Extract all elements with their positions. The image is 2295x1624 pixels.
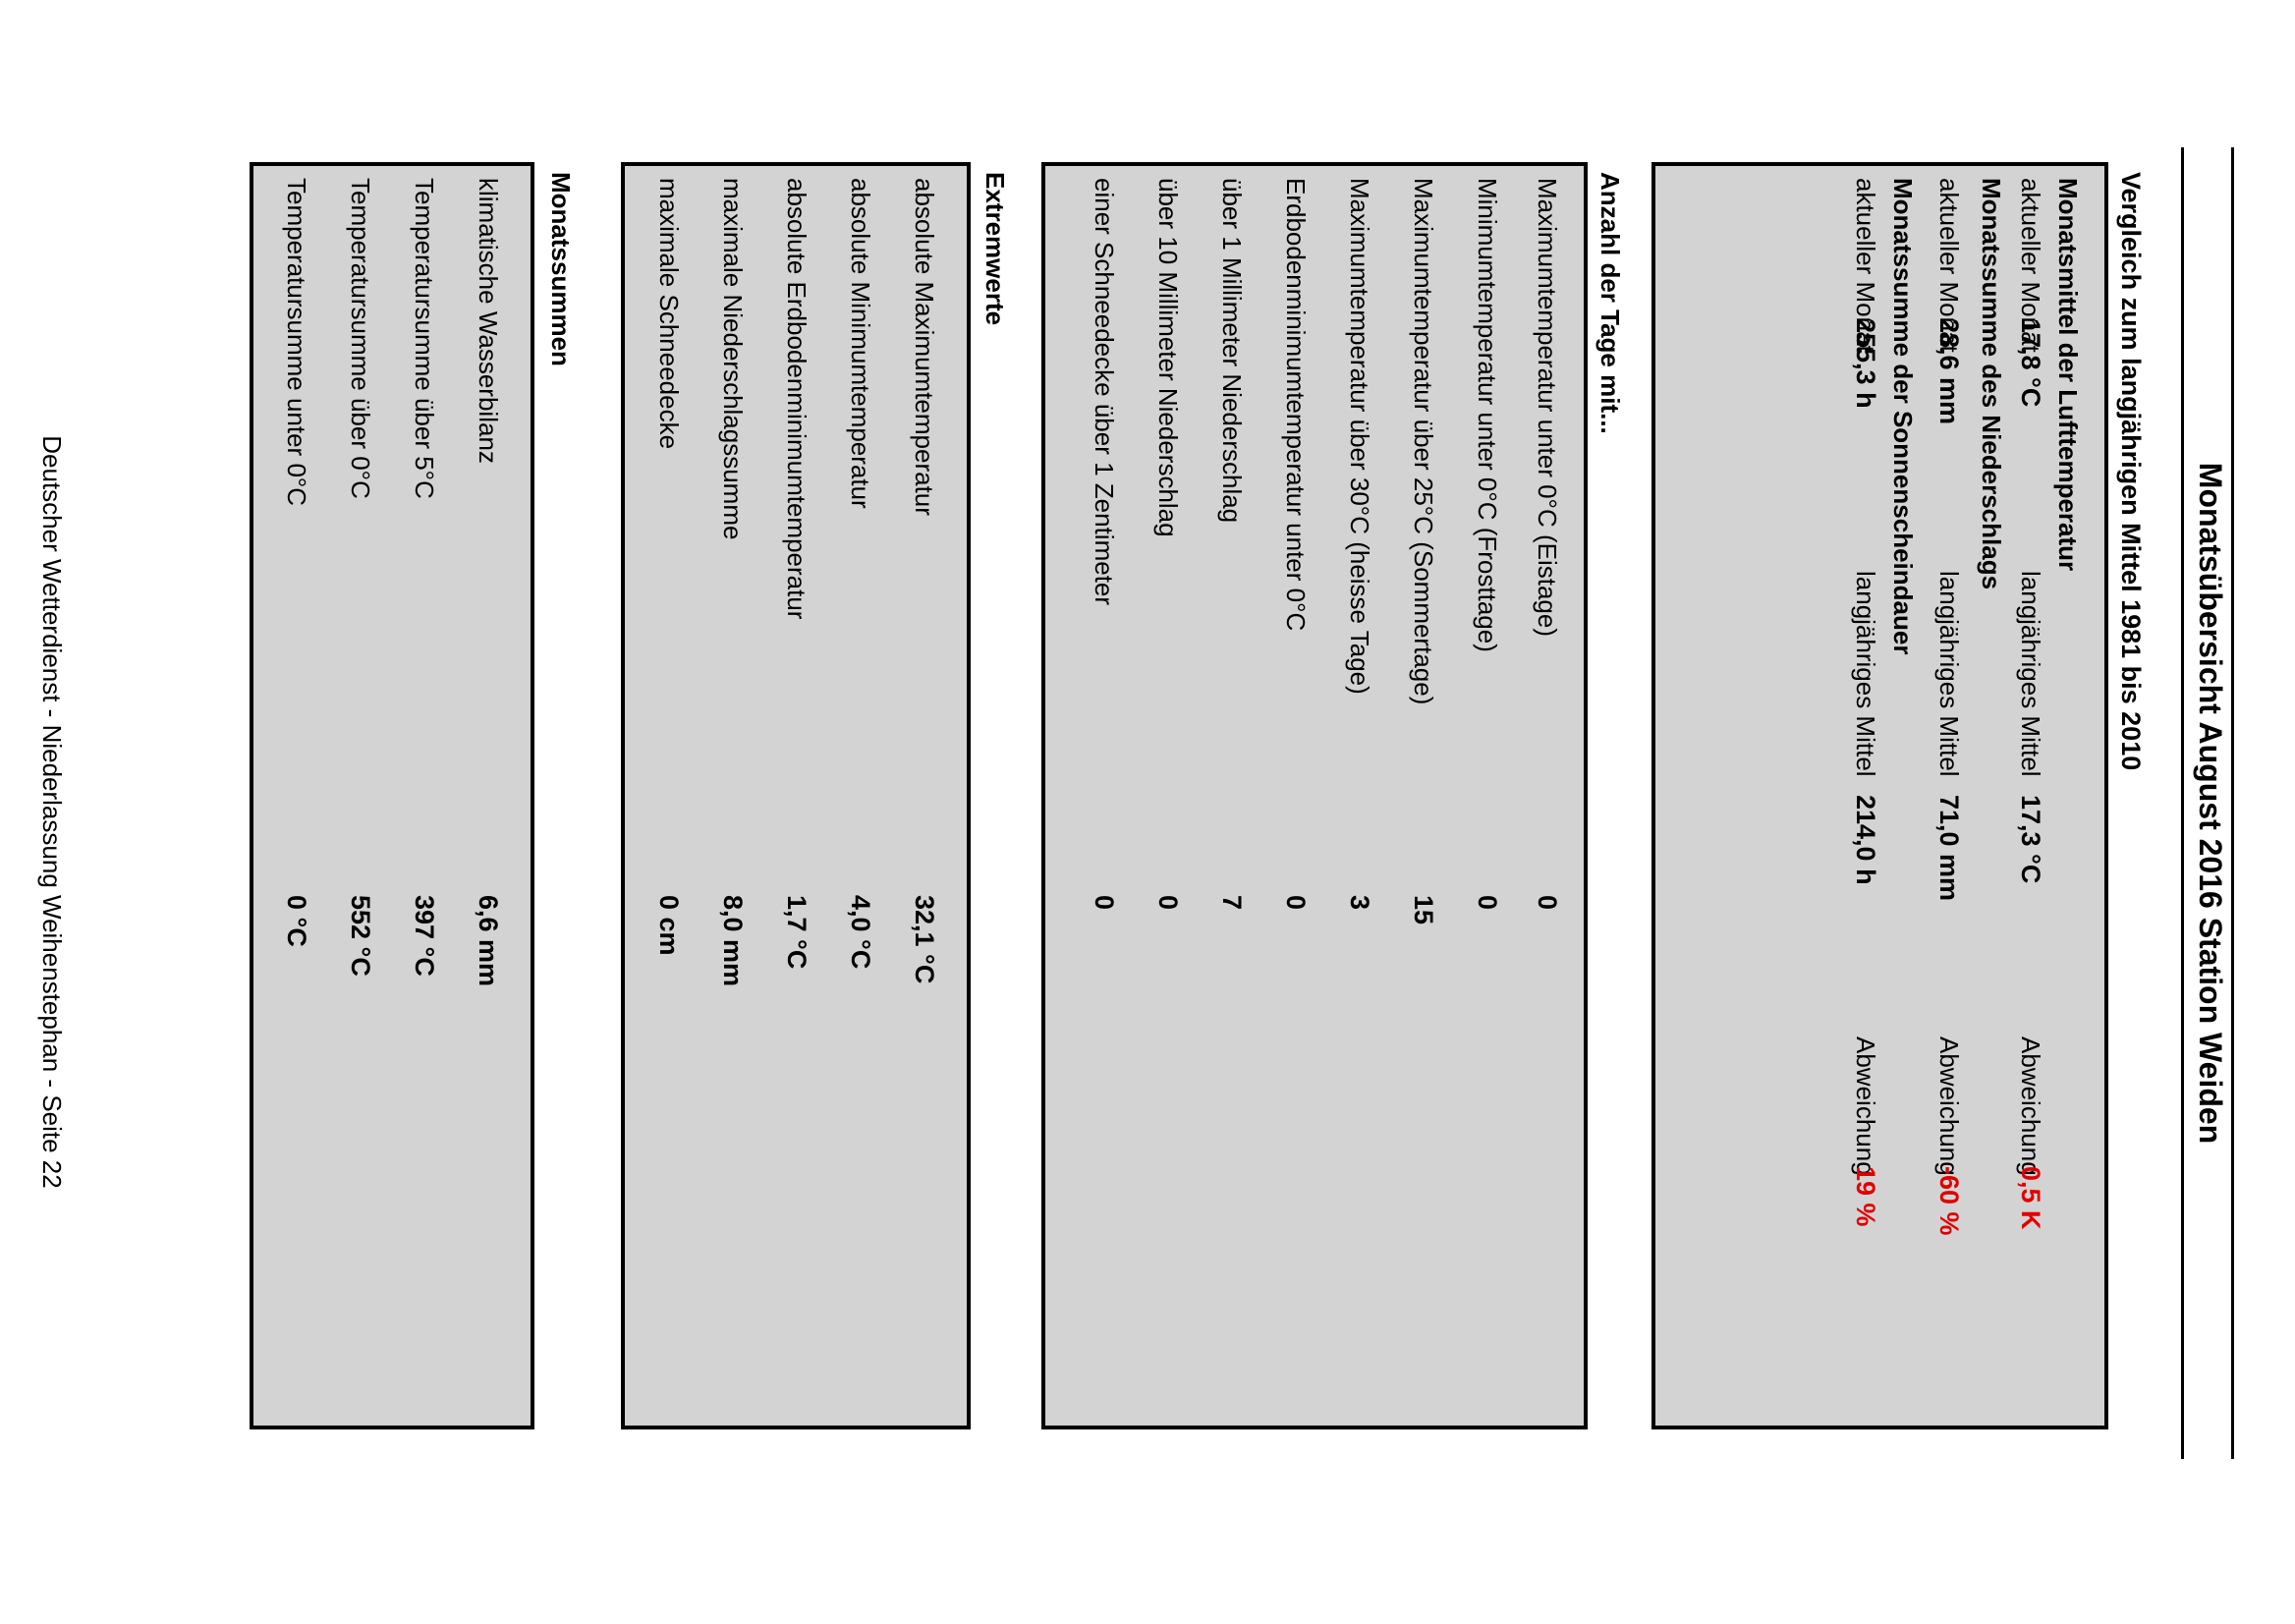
days-heading: Anzahl der Tage mit... <box>1595 172 1625 434</box>
days-row-precip-1mm-label: über 1 Millimeter Niederschlag <box>1217 178 1247 524</box>
precip-mean-value: 71,0 mm <box>1934 795 1964 902</box>
days-row-hot-value: 3 <box>1345 895 1374 911</box>
air-temp-mean-label: langjähriges Mittel <box>2016 571 2045 777</box>
extremes-row-ground-min-label: absolute Erdbodenminimumtemperatur <box>782 178 812 620</box>
precip-current-value: 28,6 mm <box>1934 318 1964 425</box>
days-row-ice-value: 0 <box>1533 895 1562 911</box>
air-temp-current-value: 17,8 °C <box>2016 318 2045 408</box>
sums-row-water-balance-label: klimatische Wasserbilanz <box>474 178 503 464</box>
page-footer: Deutscher Wetterdienst - Niederlassung W… <box>37 435 67 1189</box>
days-row-summer-value: 15 <box>1409 895 1438 925</box>
page-title: Monatsübersicht August 2016 Station Weid… <box>2193 462 2228 1145</box>
sunshine-dev-value: 19 % <box>1851 1166 1880 1227</box>
air-temp-dev-label: Abweichung <box>2016 1036 2045 1176</box>
days-row-frost-label: Minimumtemperatur unter 0°C (Frosttage) <box>1473 178 1502 652</box>
sums-heading: Monatssummen <box>546 172 576 366</box>
sums-box: klimatische Wasserbilanz 6,6 mm Temperat… <box>250 162 534 1429</box>
sunshine-mean-value: 214,0 h <box>1851 795 1880 885</box>
comparison-box: Monatsmittel der Lufttemperatur aktuelle… <box>1651 162 2108 1429</box>
extremes-row-min-temp-label: absolute Minimumtemperatur <box>846 178 875 509</box>
days-row-ground-frost-label: Erdbodenminimumtemperatur unter 0°C <box>1281 178 1311 632</box>
comparison-heading: Vergleich zum langjährigen Mittel 1981 b… <box>2116 172 2146 771</box>
days-row-precip-10mm-label: über 10 Millimeter Niederschlag <box>1153 178 1183 537</box>
days-row-ground-frost-value: 0 <box>1281 895 1311 911</box>
extremes-row-min-temp-value: 4,0 °C <box>846 895 875 970</box>
days-box: Maximumtemperatur unter 0°C (Eistage) 0 … <box>1041 162 1588 1429</box>
sums-row-temp-under-0-label: Temperatursumme unter 0°C <box>282 178 311 507</box>
sunshine-dev-label: Abweichung <box>1851 1036 1880 1176</box>
sums-row-temp-over-0-label: Temperatursumme über 0°C <box>346 178 375 499</box>
extremes-box: absolute Maximumtemperatur 32,1 °C absol… <box>621 162 971 1429</box>
title-rule-bottom <box>2181 147 2184 1459</box>
extremes-row-max-temp-value: 32,1 °C <box>910 895 939 984</box>
sums-row-temp-under-0-value: 0 °C <box>282 895 311 947</box>
days-row-precip-10mm-value: 0 <box>1153 895 1183 911</box>
days-row-snow-value: 0 <box>1090 895 1119 911</box>
days-row-snow-label: einer Schneedecke über 1 Zentimeter <box>1090 178 1119 606</box>
sunshine-heading: Monatssumme der Sonnenscheindauer <box>1888 178 1918 655</box>
precip-dev-label: Abweichung <box>1934 1036 1964 1176</box>
extremes-row-max-temp-label: absolute Maximumtemperatur <box>910 178 939 516</box>
sums-row-temp-over-0-value: 552 °C <box>346 895 375 977</box>
title-rule-top <box>2231 147 2234 1459</box>
days-row-summer-label: Maximumtemperatur über 25°C (Sommertage) <box>1409 178 1438 705</box>
sunshine-current-value: 255,3 h <box>1851 318 1880 409</box>
extremes-row-ground-min-value: 1,7 °C <box>782 895 812 970</box>
days-row-precip-1mm-value: 7 <box>1217 895 1247 911</box>
sunshine-mean-label: langjähriges Mittel <box>1851 571 1880 777</box>
air-temp-heading: Monatsmittel der Lufttemperatur <box>2053 178 2083 572</box>
sums-row-water-balance-value: 6,6 mm <box>474 895 503 987</box>
extremes-row-max-snow-label: maximale Schneedecke <box>654 178 684 450</box>
days-row-hot-label: Maximumtemperatur über 30°C (heisse Tage… <box>1345 178 1374 695</box>
sums-row-temp-over-5-value: 397 °C <box>410 895 439 977</box>
extremes-row-max-snow-value: 0 cm <box>654 895 684 956</box>
extremes-heading: Extremwerte <box>980 172 1010 326</box>
sums-row-temp-over-5-label: Temperatursumme über 5°C <box>410 178 439 499</box>
precip-mean-label: langjähriges Mittel <box>1934 571 1964 777</box>
air-temp-mean-value: 17,3 °C <box>2016 795 2045 884</box>
precip-heading: Monatssumme des Niederschlags <box>1977 178 2006 590</box>
extremes-row-max-precip-value: 8,0 mm <box>718 895 748 987</box>
days-row-ice-label: Maximumtemperatur unter 0°C (Eistage) <box>1533 178 1562 637</box>
extremes-row-max-precip-label: maximale Niederschlagssumme <box>718 178 748 540</box>
days-row-frost-value: 0 <box>1473 895 1502 911</box>
precip-dev-value: -60 % <box>1934 1166 1964 1236</box>
air-temp-dev-value: 0,5 K <box>2016 1166 2045 1230</box>
